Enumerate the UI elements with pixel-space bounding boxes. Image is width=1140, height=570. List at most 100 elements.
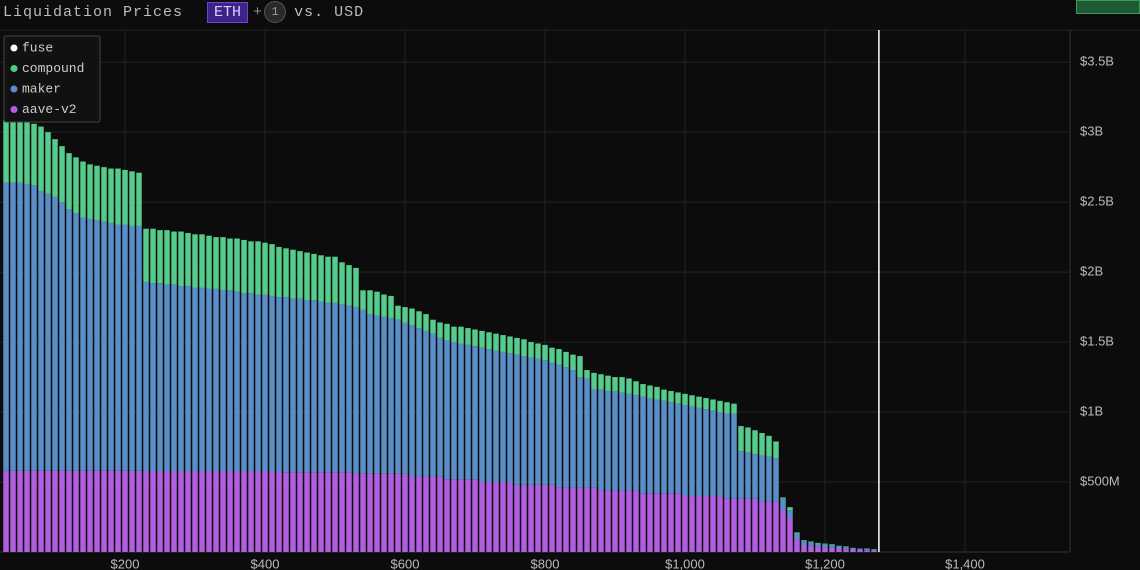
y-tick-label: $1.5B xyxy=(1080,334,1114,349)
bar-segment xyxy=(738,426,744,452)
bar-segment xyxy=(346,472,352,552)
bar-segment xyxy=(731,498,737,552)
bar-segment xyxy=(619,377,625,393)
bar-segment xyxy=(255,471,261,552)
bar-segment xyxy=(150,471,156,552)
bar-segment xyxy=(605,391,611,491)
bar-segment xyxy=(570,370,576,488)
bar-segment xyxy=(752,498,758,552)
bar-segment xyxy=(773,441,779,459)
compare-count[interactable]: 1 xyxy=(264,1,287,23)
bar-segment xyxy=(787,507,793,511)
bar-segment xyxy=(535,343,541,359)
bar-segment xyxy=(689,406,695,497)
bar-segment xyxy=(248,293,254,472)
bar-segment xyxy=(325,302,331,473)
bar-segment xyxy=(276,471,282,552)
bar-segment xyxy=(829,547,835,552)
bar-segment xyxy=(500,482,506,552)
bar-segment xyxy=(122,224,128,471)
x-tick-label: $1,000 xyxy=(665,556,705,570)
bar-segment xyxy=(794,532,800,534)
bar-segment xyxy=(213,288,219,472)
bar-segment xyxy=(290,472,296,552)
bar-segment xyxy=(416,328,422,477)
bar-segment xyxy=(472,346,478,480)
bar-segment xyxy=(500,335,506,352)
bar-segment xyxy=(717,400,723,413)
bar-segment xyxy=(332,302,338,473)
bar-segment xyxy=(108,168,114,224)
bar-segment xyxy=(290,298,296,473)
bar-segment xyxy=(682,405,688,497)
chart-title: Liquidation Prices xyxy=(3,3,184,21)
bar-segment xyxy=(836,545,842,549)
bar-segment xyxy=(556,349,562,365)
bar-segment xyxy=(115,224,121,471)
bar-segment xyxy=(248,241,254,294)
bar-segment xyxy=(521,356,527,485)
bar-segment xyxy=(486,349,492,483)
bar-segment xyxy=(10,119,16,183)
bar-segment xyxy=(801,540,807,546)
bar-segment xyxy=(325,256,331,303)
bar-segment xyxy=(311,472,317,552)
bar-segment xyxy=(682,393,688,406)
bar-segment xyxy=(24,120,30,184)
bar-segment xyxy=(185,232,191,287)
bar-segment xyxy=(584,487,590,552)
bar-segment xyxy=(654,399,660,494)
bar-segment xyxy=(647,398,653,494)
bar-segment xyxy=(780,498,786,511)
x-tick-label: $1,400 xyxy=(945,556,985,570)
y-tick-label: $2B xyxy=(1080,264,1103,279)
bar-segment xyxy=(80,217,86,471)
bar-segment xyxy=(171,231,177,285)
bar-segment xyxy=(528,342,534,358)
bar-segment xyxy=(493,350,499,483)
bar-segment xyxy=(703,409,709,497)
bar-segment xyxy=(388,473,394,552)
symbol-chip[interactable]: ETH xyxy=(207,1,249,23)
bar-segment xyxy=(668,391,674,403)
bar-segment xyxy=(493,333,499,351)
bar-segment xyxy=(80,470,86,552)
bar-segment xyxy=(101,470,107,552)
bar-segment xyxy=(80,161,86,218)
bar-segment xyxy=(738,451,744,499)
bar-segment xyxy=(234,291,240,472)
bar-segment xyxy=(395,319,401,474)
bar-segment xyxy=(136,470,142,552)
bar-segment xyxy=(409,308,415,326)
bar-segment xyxy=(766,501,772,552)
bar-segment xyxy=(640,384,646,397)
bar-segment xyxy=(696,407,702,497)
bar-segment xyxy=(122,470,128,552)
bar-segment xyxy=(738,498,744,552)
bar-segment xyxy=(577,487,583,552)
bar-segment xyxy=(612,490,618,552)
bar-segment xyxy=(59,202,65,471)
bar-segment xyxy=(199,287,205,472)
bar-segment xyxy=(402,322,408,474)
bar-segment xyxy=(395,473,401,552)
bar-segment xyxy=(745,427,751,453)
bar-segment xyxy=(514,337,520,355)
bar-segment xyxy=(360,309,366,474)
bar-segment xyxy=(129,225,135,471)
bar-segment xyxy=(409,325,415,477)
bar-segment xyxy=(17,119,23,183)
bar-segment xyxy=(262,242,268,295)
legend-swatch xyxy=(10,85,18,93)
bar-segment xyxy=(220,290,226,472)
bar-segment xyxy=(836,548,842,552)
bar-segment xyxy=(752,454,758,499)
bar-segment xyxy=(528,484,534,552)
bar-segment xyxy=(444,479,450,552)
bar-segment xyxy=(535,484,541,552)
bar-segment xyxy=(185,286,191,472)
bar-segment xyxy=(857,549,863,552)
bar-segment xyxy=(185,471,191,552)
bar-segment xyxy=(549,484,555,552)
bar-segment xyxy=(640,396,646,494)
